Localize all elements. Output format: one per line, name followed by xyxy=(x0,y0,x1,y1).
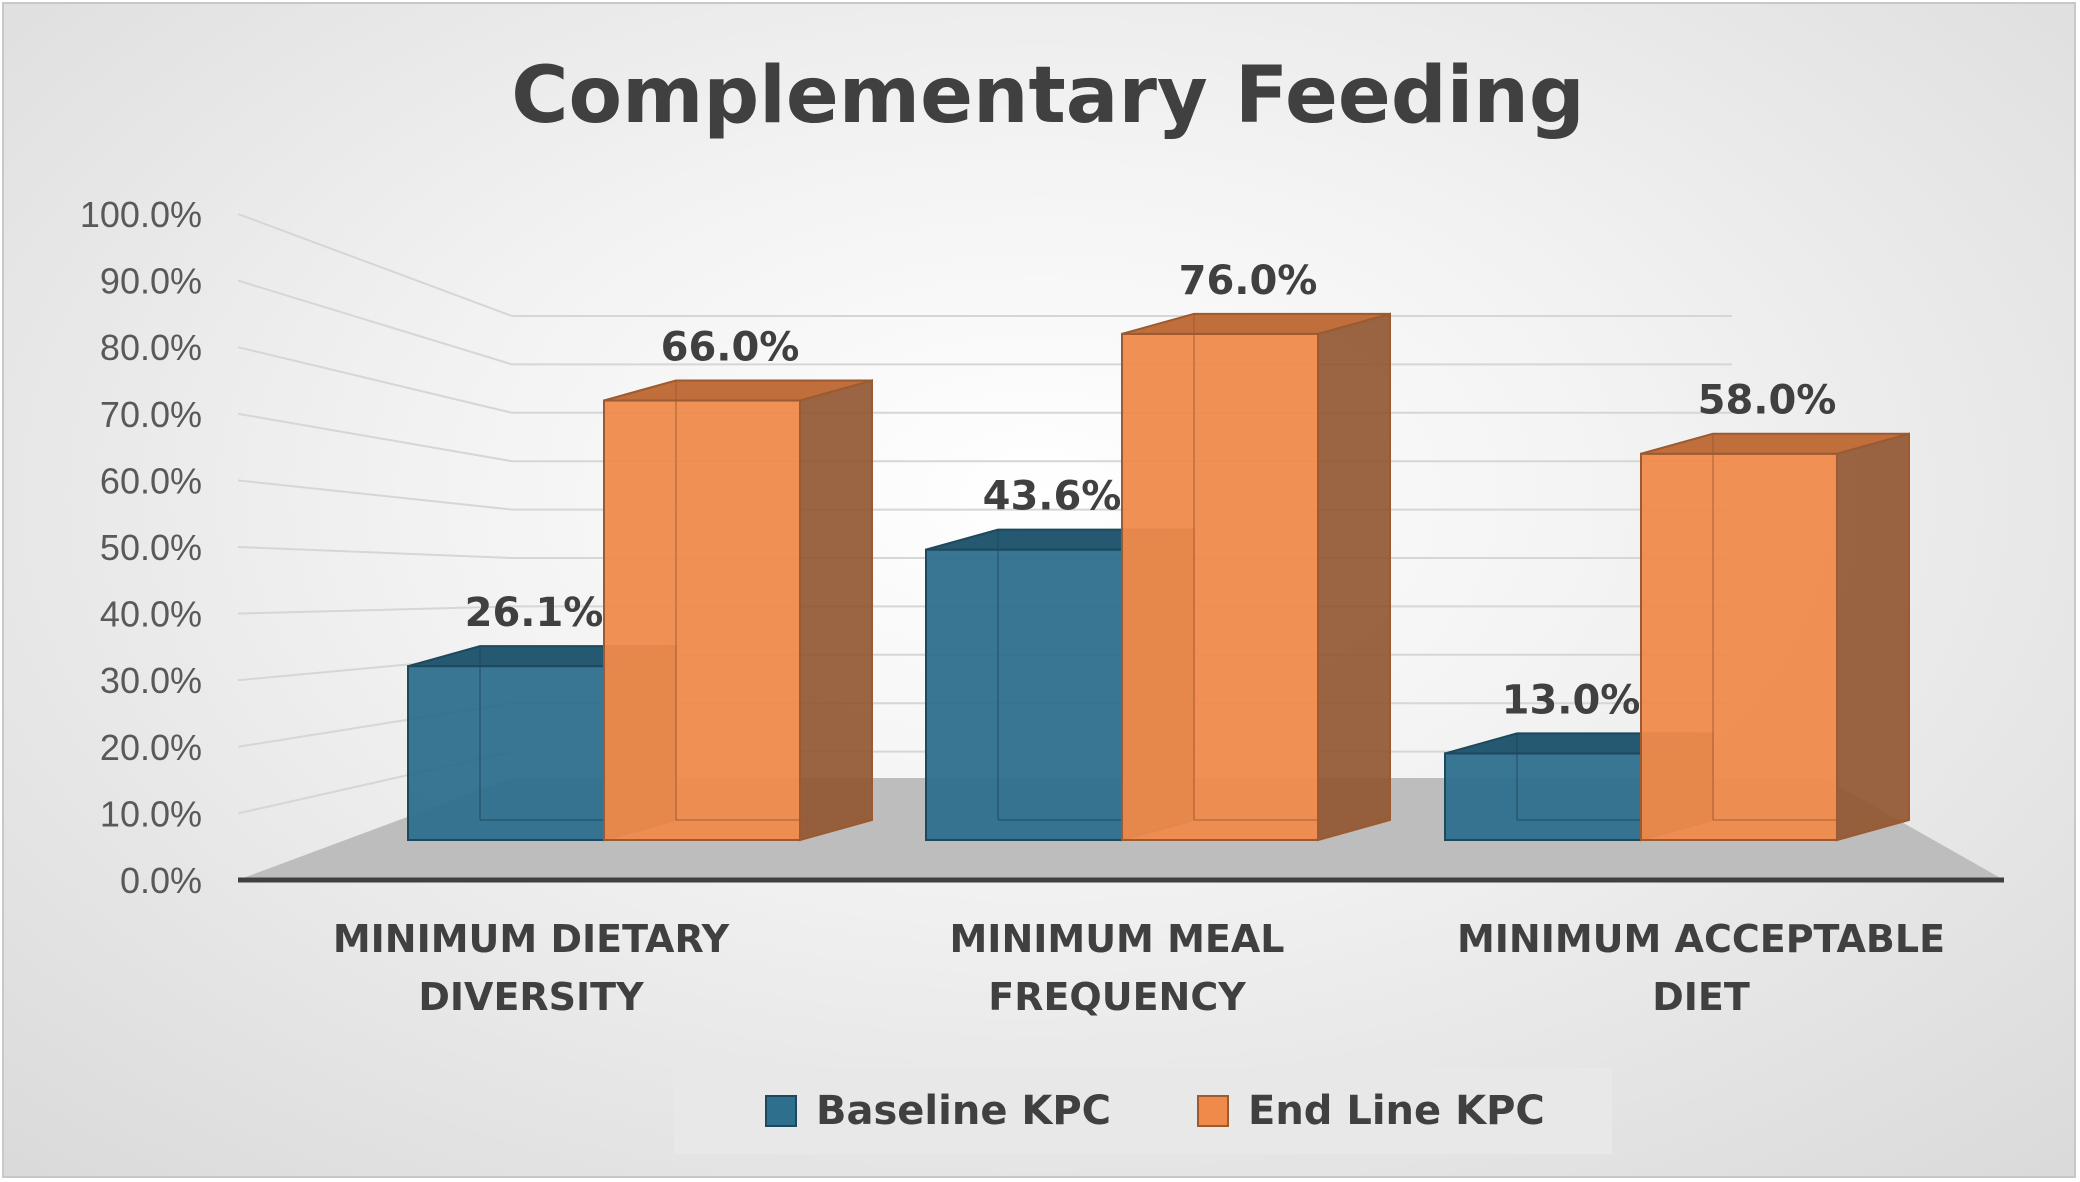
gridline xyxy=(237,346,1732,414)
y-tick-label: 70.0% xyxy=(100,394,202,435)
bar-front-face xyxy=(407,665,605,841)
bar-top-face xyxy=(603,379,873,402)
y-tick-label: 20.0% xyxy=(100,727,202,768)
category-label: DIVERSITY xyxy=(418,975,644,1019)
bar-front-face xyxy=(925,548,1123,841)
data-label: 58.0% xyxy=(1698,378,1837,424)
y-tick-label: 0.0% xyxy=(120,860,202,901)
gridline xyxy=(237,412,1732,463)
data-label: 76.0% xyxy=(1179,258,1318,304)
category-label: DIET xyxy=(1652,975,1750,1019)
y-tick-label: 100.0% xyxy=(80,194,202,235)
bar-front-face xyxy=(1640,452,1838,841)
category-label: MINIMUM MEAL xyxy=(949,917,1284,961)
bar-side-face xyxy=(1836,432,1910,842)
y-axis-ticks: 0.0% 10.0% 20.0% 30.0% 40.0% 50.0% 60.0% 70.0% 8… xyxy=(80,194,202,901)
y-tick-label: 80.0% xyxy=(100,327,202,368)
y-tick-label: 40.0% xyxy=(100,594,202,635)
data-labels: 26.1% 66.0% 43.6% 76.0% 13.0% 58.0% xyxy=(465,258,1837,724)
y-tick-label: 30.0% xyxy=(100,660,202,701)
bar-side-face xyxy=(1317,312,1391,842)
data-label: 26.1% xyxy=(465,590,604,636)
y-tick-label: 90.0% xyxy=(100,261,202,302)
bar-side-face xyxy=(799,379,873,842)
legend-swatch-endline xyxy=(1197,1095,1229,1127)
y-tick-label: 50.0% xyxy=(100,527,202,568)
data-label: 43.6% xyxy=(983,474,1122,520)
category-label: FREQUENCY xyxy=(988,975,1246,1019)
y-tick-label: 10.0% xyxy=(100,793,202,834)
data-label: 13.0% xyxy=(1502,677,1641,723)
bar xyxy=(603,379,873,842)
bar-front-face xyxy=(1444,752,1642,841)
legend-label-endline: End Line KPC xyxy=(1248,1088,1545,1134)
gridline xyxy=(237,279,1732,366)
data-label: 66.0% xyxy=(661,324,800,370)
legend: Baseline KPC End Line KPC xyxy=(674,1068,1612,1154)
chart-canvas: Complementary Feeding 0.0% 10.0% 20.0% 30.0… xyxy=(80,51,2004,1154)
bar-top-face xyxy=(1121,312,1391,335)
bar xyxy=(1640,432,1910,842)
bar xyxy=(1121,312,1391,842)
legend-label-baseline: Baseline KPC xyxy=(816,1088,1111,1134)
category-label: MINIMUM ACCEPTABLE xyxy=(1457,917,1945,961)
y-tick-label: 60.0% xyxy=(100,460,202,501)
legend-swatch-baseline xyxy=(765,1095,797,1127)
legend-box xyxy=(674,1068,1612,1154)
bar-top-face xyxy=(1640,432,1910,455)
chart-title: Complementary Feeding xyxy=(511,51,1585,141)
bar-front-face xyxy=(603,399,801,841)
category-label: MINIMUM DIETARY xyxy=(333,917,730,961)
gridline xyxy=(237,213,1732,317)
category-labels: MINIMUM DIETARY DIVERSITY MINIMUM MEAL FREQ… xyxy=(333,917,1945,1019)
bar-front-face xyxy=(1121,332,1319,841)
bars xyxy=(407,312,1910,842)
